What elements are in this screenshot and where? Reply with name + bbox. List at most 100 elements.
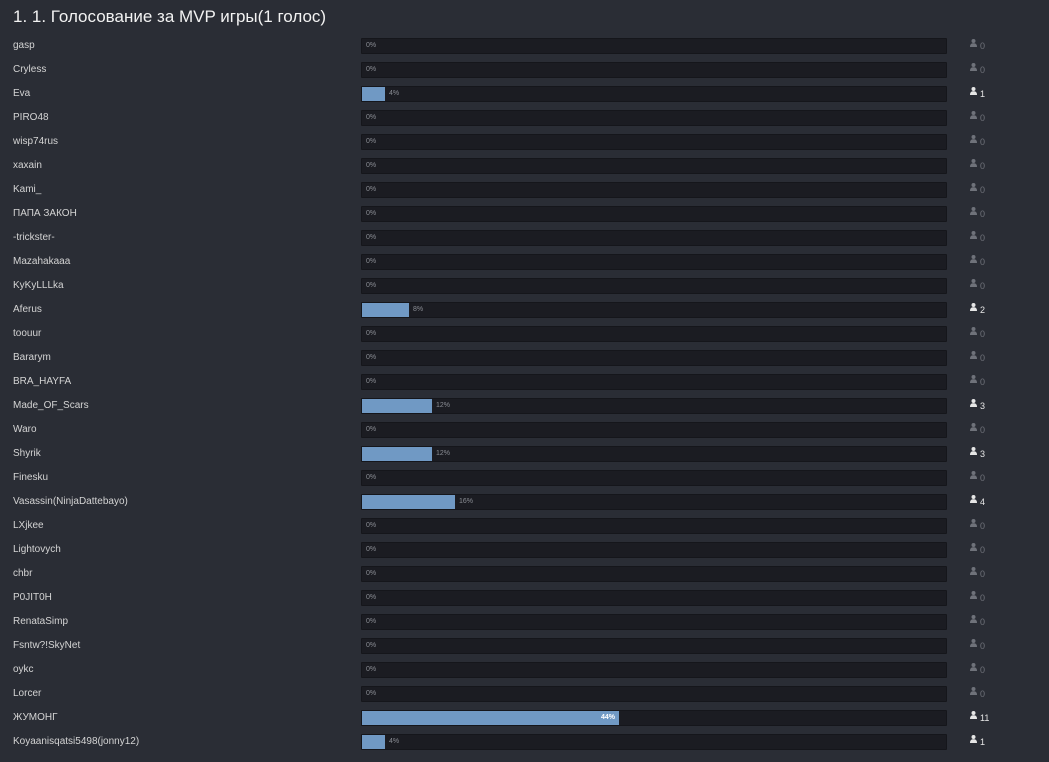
vote-percent: 44% <box>600 714 615 721</box>
vote-count[interactable]: 0 <box>970 586 985 610</box>
poll-choice-row: Made_OF_Scars 12% 3 <box>0 394 1049 418</box>
vote-bar-fill <box>362 735 385 749</box>
vote-count[interactable]: 0 <box>970 418 985 442</box>
vote-percent: 0% <box>366 210 377 217</box>
vote-count-number: 0 <box>980 281 986 291</box>
choice-label: ПАПА ЗАКОН <box>13 208 77 219</box>
vote-count-number: 0 <box>980 689 986 699</box>
vote-count[interactable]: 0 <box>970 106 985 130</box>
user-icon <box>970 87 977 95</box>
vote-percent: 0% <box>366 282 377 289</box>
vote-count[interactable]: 0 <box>970 58 985 82</box>
vote-count[interactable]: 0 <box>970 466 985 490</box>
vote-count-number: 1 <box>980 89 986 99</box>
vote-count[interactable]: 0 <box>970 154 985 178</box>
vote-bar: 4% <box>361 734 947 750</box>
user-icon <box>970 375 977 383</box>
vote-count[interactable]: 1 <box>970 730 985 754</box>
user-icon <box>970 399 977 407</box>
poll-choice-row: P0JIT0H 0% 0 <box>0 586 1049 610</box>
vote-bar: 0% <box>361 422 947 438</box>
choice-label: Vasassin(NinjaDattebayo) <box>13 496 128 507</box>
vote-count[interactable]: 1 <box>970 82 985 106</box>
vote-bar-fill <box>362 495 455 509</box>
poll-choice-row: KyKyLLLka 0% 0 <box>0 274 1049 298</box>
choice-label: KyKyLLLka <box>13 280 64 291</box>
vote-count[interactable]: 0 <box>970 202 985 226</box>
poll-choice-row: Bararym 0% 0 <box>0 346 1049 370</box>
vote-count[interactable]: 4 <box>970 490 985 514</box>
poll-choice-row: Lightovych 0% 0 <box>0 538 1049 562</box>
vote-count-number: 0 <box>980 329 986 339</box>
choice-label: Kami_ <box>13 184 42 195</box>
poll-title: 1. 1. Голосование за MVP игры(1 голос) <box>13 7 327 26</box>
vote-count-number: 0 <box>980 425 986 435</box>
vote-percent: 12% <box>436 450 451 457</box>
vote-count[interactable]: 2 <box>970 298 985 322</box>
vote-count-number: 2 <box>980 305 986 315</box>
vote-count[interactable]: 0 <box>970 538 985 562</box>
vote-count[interactable]: 3 <box>970 442 985 466</box>
vote-count[interactable]: 0 <box>970 514 985 538</box>
vote-bar: 0% <box>361 518 947 534</box>
vote-count-number: 11 <box>980 713 990 723</box>
vote-percent: 0% <box>366 42 377 49</box>
user-icon <box>970 663 977 671</box>
choice-label: Waro <box>13 424 37 435</box>
vote-bar: 0% <box>361 254 947 270</box>
vote-count[interactable]: 0 <box>970 634 985 658</box>
user-icon <box>970 615 977 623</box>
vote-count[interactable]: 0 <box>970 226 985 250</box>
user-icon <box>970 543 977 551</box>
vote-count-number: 0 <box>980 65 986 75</box>
poll-choice-row: LXjkee 0% 0 <box>0 514 1049 538</box>
choice-label: Fsntw?!SkyNet <box>13 640 81 651</box>
vote-count[interactable]: 0 <box>970 322 985 346</box>
vote-bar: 0% <box>361 158 947 174</box>
vote-percent: 0% <box>366 378 377 385</box>
vote-percent: 0% <box>366 474 377 481</box>
choice-label: BRA_HAYFA <box>13 376 72 387</box>
user-icon <box>970 279 977 287</box>
vote-count[interactable]: 0 <box>970 682 985 706</box>
vote-count[interactable]: 0 <box>970 562 985 586</box>
vote-count[interactable]: 3 <box>970 394 985 418</box>
vote-bar: 0% <box>361 230 947 246</box>
vote-percent: 0% <box>366 594 377 601</box>
vote-bar-fill <box>362 399 432 413</box>
vote-count-number: 0 <box>980 161 986 171</box>
vote-count-number: 0 <box>980 233 986 243</box>
user-icon <box>970 471 977 479</box>
user-icon <box>970 231 977 239</box>
choice-label: Aferus <box>13 304 42 315</box>
user-icon <box>970 567 977 575</box>
vote-count[interactable]: 0 <box>970 250 985 274</box>
vote-count[interactable]: 11 <box>970 706 989 730</box>
user-icon <box>970 639 977 647</box>
vote-count[interactable]: 0 <box>970 370 985 394</box>
vote-count-number: 3 <box>980 449 986 459</box>
choice-label: P0JIT0H <box>13 592 52 603</box>
vote-count-number: 0 <box>980 113 986 123</box>
vote-count[interactable]: 0 <box>970 658 985 682</box>
vote-count[interactable]: 0 <box>970 130 985 154</box>
vote-count[interactable]: 0 <box>970 274 985 298</box>
choice-label: -trickster- <box>13 232 55 243</box>
vote-percent: 0% <box>366 666 377 673</box>
user-icon <box>970 327 977 335</box>
choice-label: Made_OF_Scars <box>13 400 89 411</box>
user-icon <box>970 447 977 455</box>
vote-bar: 0% <box>361 686 947 702</box>
vote-count[interactable]: 0 <box>970 346 985 370</box>
choice-label: wisp74rus <box>13 136 59 147</box>
poll-choice-row: xaxain 0% 0 <box>0 154 1049 178</box>
poll-choice-row: Kami_ 0% 0 <box>0 178 1049 202</box>
vote-count[interactable]: 0 <box>970 34 985 58</box>
vote-count-number: 0 <box>980 41 986 51</box>
choice-label: Lorcer <box>13 688 42 699</box>
vote-count[interactable]: 0 <box>970 178 985 202</box>
vote-count[interactable]: 0 <box>970 610 985 634</box>
choice-label: RenataSimp <box>13 616 69 627</box>
vote-percent: 0% <box>366 186 377 193</box>
poll-choice-row: PIRO48 0% 0 <box>0 106 1049 130</box>
